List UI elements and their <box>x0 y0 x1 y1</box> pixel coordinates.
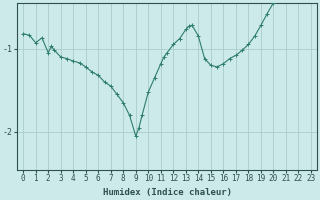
X-axis label: Humidex (Indice chaleur): Humidex (Indice chaleur) <box>103 188 232 197</box>
